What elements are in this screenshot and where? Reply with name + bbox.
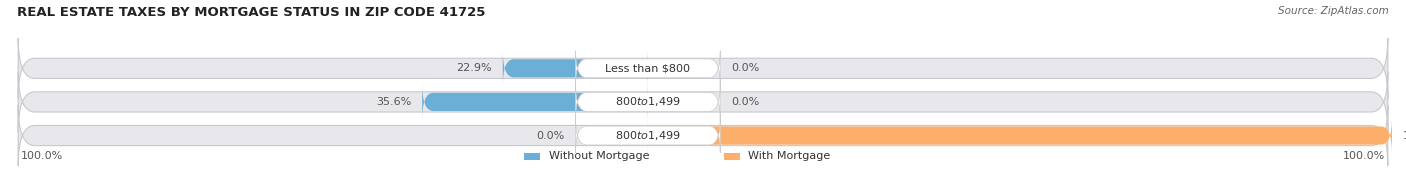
Text: $800 to $1,499: $800 to $1,499 (614, 95, 681, 108)
Text: 100.0%: 100.0% (1403, 131, 1406, 141)
Bar (724, 153, 740, 160)
FancyBboxPatch shape (503, 51, 648, 86)
FancyBboxPatch shape (18, 72, 1388, 132)
Text: 35.6%: 35.6% (375, 97, 411, 107)
Text: 0.0%: 0.0% (731, 97, 759, 107)
Text: 0.0%: 0.0% (731, 63, 759, 73)
Bar (524, 153, 540, 160)
Text: Without Mortgage: Without Mortgage (548, 151, 650, 161)
Text: Source: ZipAtlas.com: Source: ZipAtlas.com (1278, 6, 1389, 16)
Text: REAL ESTATE TAXES BY MORTGAGE STATUS IN ZIP CODE 41725: REAL ESTATE TAXES BY MORTGAGE STATUS IN … (17, 6, 485, 19)
FancyBboxPatch shape (575, 51, 720, 86)
FancyBboxPatch shape (648, 118, 1392, 153)
Text: Less than $800: Less than $800 (606, 63, 690, 73)
Text: 100.0%: 100.0% (21, 151, 63, 161)
Text: 22.9%: 22.9% (456, 63, 492, 73)
Text: 0.0%: 0.0% (536, 131, 565, 141)
FancyBboxPatch shape (18, 38, 1388, 99)
FancyBboxPatch shape (422, 84, 648, 120)
Text: 100.0%: 100.0% (1343, 151, 1385, 161)
FancyBboxPatch shape (575, 118, 720, 153)
FancyBboxPatch shape (18, 105, 1388, 166)
FancyBboxPatch shape (575, 84, 720, 119)
Text: With Mortgage: With Mortgage (748, 151, 831, 161)
Text: $800 to $1,499: $800 to $1,499 (614, 129, 681, 142)
